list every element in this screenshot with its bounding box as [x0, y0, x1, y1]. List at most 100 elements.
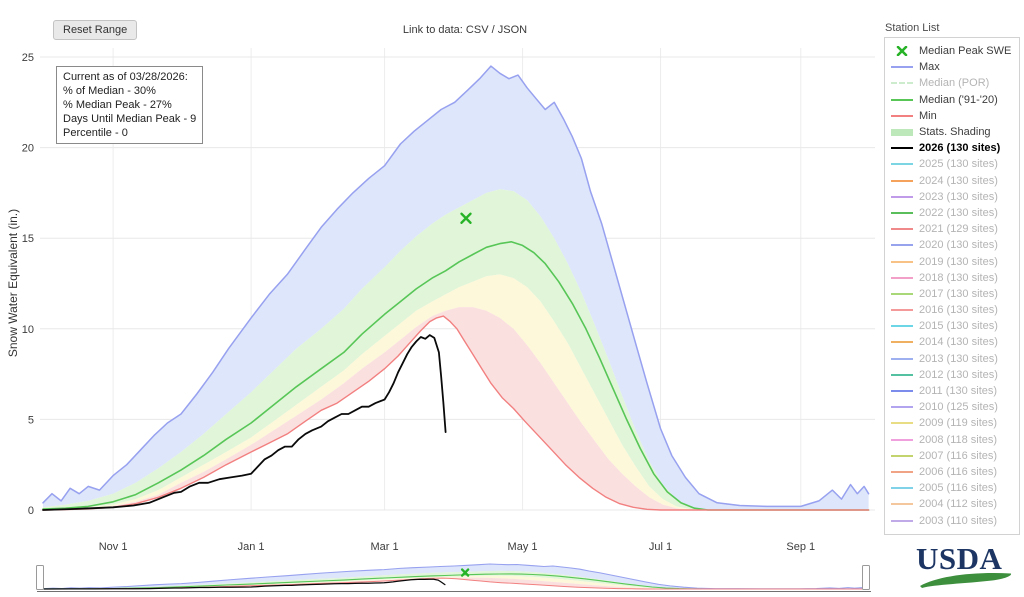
line-swatch-icon: [891, 357, 913, 360]
legend-item-stats-shading[interactable]: Stats. Shading: [891, 124, 1013, 140]
link-to-data-label: Link to data:: [402, 24, 463, 36]
line-swatch-icon: [891, 114, 913, 117]
band-max-to-p70: [44, 564, 866, 589]
line-swatch-icon: [891, 292, 913, 295]
legend-item-label: 2006 (116 sites): [919, 465, 998, 478]
json-link[interactable]: JSON: [497, 24, 528, 36]
legend-item-2003-110-sites[interactable]: 2003 (110 sites): [891, 512, 1013, 528]
legend-item-median-peak-swe[interactable]: Median Peak SWE: [891, 43, 1013, 59]
y-tick-label: 15: [22, 233, 34, 245]
legend-item-2024-130-sites[interactable]: 2024 (130 sites): [891, 173, 1013, 189]
legend-item-label: Max: [919, 61, 940, 74]
x-tick-label: Sep 1: [786, 541, 815, 553]
series-min-line: [42, 315, 870, 511]
legend-item-2015-130-sites[interactable]: 2015 (130 sites): [891, 318, 1013, 334]
legend-item-2010-125-sites[interactable]: 2010 (125 sites): [891, 399, 1013, 415]
legend-item-2004-112-sites[interactable]: 2004 (112 sites): [891, 496, 1013, 512]
legend-item-2006-116-sites[interactable]: 2006 (116 sites): [891, 464, 1013, 480]
legend-item-median-por[interactable]: Median (POR): [891, 75, 1013, 91]
line-swatch-icon: [891, 211, 913, 214]
reset-range-button[interactable]: Reset Range: [53, 20, 138, 40]
legend-item-median-91-20[interactable]: Median ('91-'20): [891, 92, 1013, 108]
legend-item-2019-130-sites[interactable]: 2019 (130 sites): [891, 253, 1013, 269]
line-swatch-icon: [891, 390, 913, 393]
legend-item-2016-130-sites[interactable]: 2016 (130 sites): [891, 302, 1013, 318]
legend-item-2020-130-sites[interactable]: 2020 (130 sites): [891, 237, 1013, 253]
percentile-line: Percentile - 0: [63, 127, 128, 139]
legend-item-2021-129-sites[interactable]: 2021 (129 sites): [891, 221, 1013, 237]
series-median-91-20-line: [42, 241, 870, 511]
percent-of-median-line: % of Median - 30%: [63, 85, 156, 97]
legend-item-max[interactable]: Max: [891, 59, 1013, 75]
axis-tick-labels: 0 5 10 15 20 25 Nov 1 Jan 1 Mar 1 May 1 Jul 1 Sep 1: [22, 52, 815, 553]
line-swatch-icon: [891, 98, 913, 101]
legend-item-label: 2009 (119 sites): [919, 417, 998, 430]
line-swatch-icon: [891, 260, 913, 263]
x-tick-label: Jul 1: [649, 541, 672, 553]
legend-item-label: 2008 (118 sites): [919, 433, 998, 446]
current-as-of-line: Current as of 03/28/2026:: [63, 71, 188, 83]
legend-item-2022-130-sites[interactable]: 2022 (130 sites): [891, 205, 1013, 221]
line-swatch-icon: [891, 470, 913, 473]
legend-item-2014-130-sites[interactable]: 2014 (130 sites): [891, 334, 1013, 350]
shading-swatch-icon: [891, 128, 913, 136]
legend-item-2008-118-sites[interactable]: 2008 (118 sites): [891, 432, 1013, 448]
legend-item-2011-130-sites[interactable]: 2011 (130 sites): [891, 383, 1013, 399]
main-plot[interactable]: [42, 65, 870, 511]
legend-item-min[interactable]: Min: [891, 108, 1013, 124]
usda-logo-text: USDA: [916, 541, 1003, 576]
line-swatch-icon: [891, 454, 913, 457]
percent-median-peak-line: % Median Peak - 27%: [63, 99, 172, 111]
band-p70-to-p30: [43, 189, 869, 511]
legend-item-2012-130-sites[interactable]: 2012 (130 sites): [891, 367, 1013, 383]
range-handle-right[interactable]: [862, 565, 870, 590]
legend-item-2018-130-sites[interactable]: 2018 (130 sites): [891, 270, 1013, 286]
band-max-to-p70: [43, 66, 869, 510]
legend-item-2025-130-sites[interactable]: 2025 (130 sites): [891, 156, 1013, 172]
y-axis-label: Snow Water Equivalent (in.): [6, 208, 20, 358]
legend-item-label: 2005 (116 sites): [919, 482, 998, 495]
csv-link[interactable]: CSV: [465, 24, 489, 36]
link-separator: /: [491, 24, 495, 36]
series-year-2026-line: [43, 578, 446, 590]
x-marker-icon: [891, 46, 913, 57]
y-tick-label: 25: [22, 52, 34, 64]
line-swatch-icon: [891, 325, 913, 328]
y-tick-label: 0: [28, 505, 34, 517]
line-swatch-icon: [891, 66, 913, 69]
legend-item-label: Median (POR): [919, 77, 990, 90]
legend-item-2009-119-sites[interactable]: 2009 (119 sites): [891, 415, 1013, 431]
line-swatch-icon: [891, 341, 913, 344]
legend-item-label: 2011 (130 sites): [919, 385, 998, 398]
legend-item-label: 2019 (130 sites): [919, 255, 998, 268]
series-max-line: [43, 563, 867, 590]
range-slider[interactable]: [36, 563, 872, 592]
usda-logo: USDA: [916, 541, 1020, 589]
legend-item-2007-116-sites[interactable]: 2007 (116 sites): [891, 448, 1013, 464]
line-swatch-icon: [891, 503, 913, 506]
legend-item-2026-130-sites[interactable]: 2026 (130 sites): [891, 140, 1013, 156]
legend-item-2023-130-sites[interactable]: 2023 (130 sites): [891, 189, 1013, 205]
legend-item-label: 2007 (116 sites): [919, 449, 998, 462]
legend-item-label: Median Peak SWE: [919, 45, 1012, 58]
line-swatch-icon: [891, 438, 913, 441]
line-swatch-icon: [891, 487, 913, 490]
y-tick-label: 5: [28, 414, 34, 426]
legend-item-label: 2015 (130 sites): [919, 320, 998, 333]
legend-item-label: 2020 (130 sites): [919, 239, 998, 252]
legend-item-2005-116-sites[interactable]: 2005 (116 sites): [891, 480, 1013, 496]
legend-item-label: 2012 (130 sites): [919, 368, 998, 381]
legend-item-2017-130-sites[interactable]: 2017 (130 sites): [891, 286, 1013, 302]
line-swatch-icon: [891, 179, 913, 182]
line-swatch-icon: [891, 276, 913, 279]
range-handle-left[interactable]: [36, 565, 44, 590]
x-tick-label: Mar 1: [370, 541, 398, 553]
legend-item-label: 2022 (130 sites): [919, 206, 998, 219]
line-swatch-icon: [891, 309, 913, 312]
line-swatch-icon: [891, 228, 913, 231]
legend-item-label: 2010 (125 sites): [919, 401, 998, 414]
legend-item-2013-130-sites[interactable]: 2013 (130 sites): [891, 351, 1013, 367]
line-swatch-icon: [891, 519, 913, 522]
